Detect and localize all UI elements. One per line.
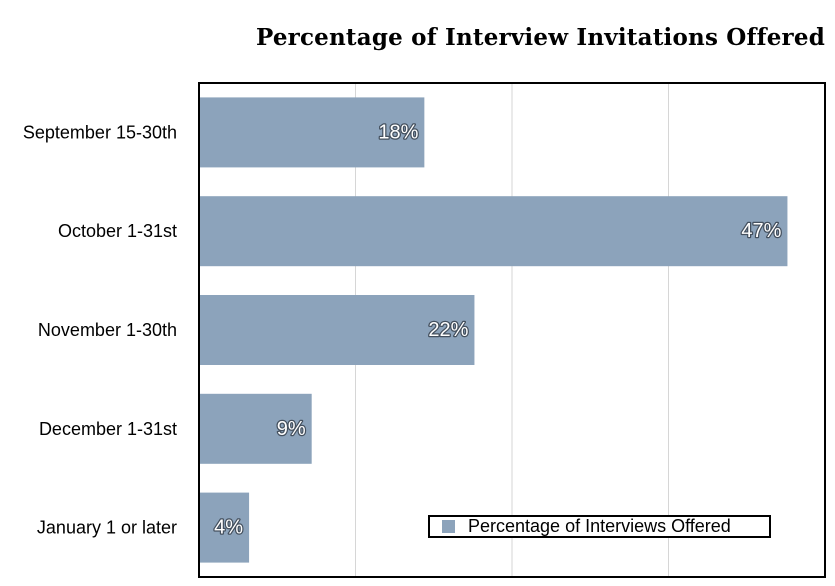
plot-area-frame bbox=[198, 82, 826, 578]
legend-label: Percentage of Interviews Offered bbox=[468, 516, 731, 536]
category-label-1: September 15-30th bbox=[23, 122, 177, 142]
bar-4 bbox=[199, 393, 312, 464]
legend-swatch bbox=[442, 520, 455, 533]
category-label-5: January 1 or later bbox=[37, 518, 177, 538]
bar-2 bbox=[199, 196, 788, 267]
bar-3 bbox=[199, 295, 475, 365]
data-label-1: 18% bbox=[378, 121, 418, 143]
data-label-4: 9% bbox=[277, 418, 306, 440]
data-label-3: 22% bbox=[428, 319, 468, 341]
category-label-3: November 1-30th bbox=[38, 320, 177, 340]
category-label-2: October 1-31st bbox=[58, 221, 177, 241]
data-label-2: 47% bbox=[741, 220, 781, 242]
bar-1 bbox=[199, 97, 425, 168]
data-label-5: 4% bbox=[214, 517, 243, 539]
category-label-4: December 1-31st bbox=[39, 419, 177, 439]
label-layer: 18% 47% 22% 9% 4% bbox=[213, 120, 783, 540]
category-label-layer: September 15-30th October 1-31st November … bbox=[23, 122, 177, 537]
bar-5 bbox=[199, 492, 250, 563]
legend: Percentage of Interviews Offered bbox=[428, 515, 771, 538]
chart-title: Percentage of Interview Invitations Offe… bbox=[255, 24, 825, 51]
bar-layer bbox=[199, 97, 788, 563]
